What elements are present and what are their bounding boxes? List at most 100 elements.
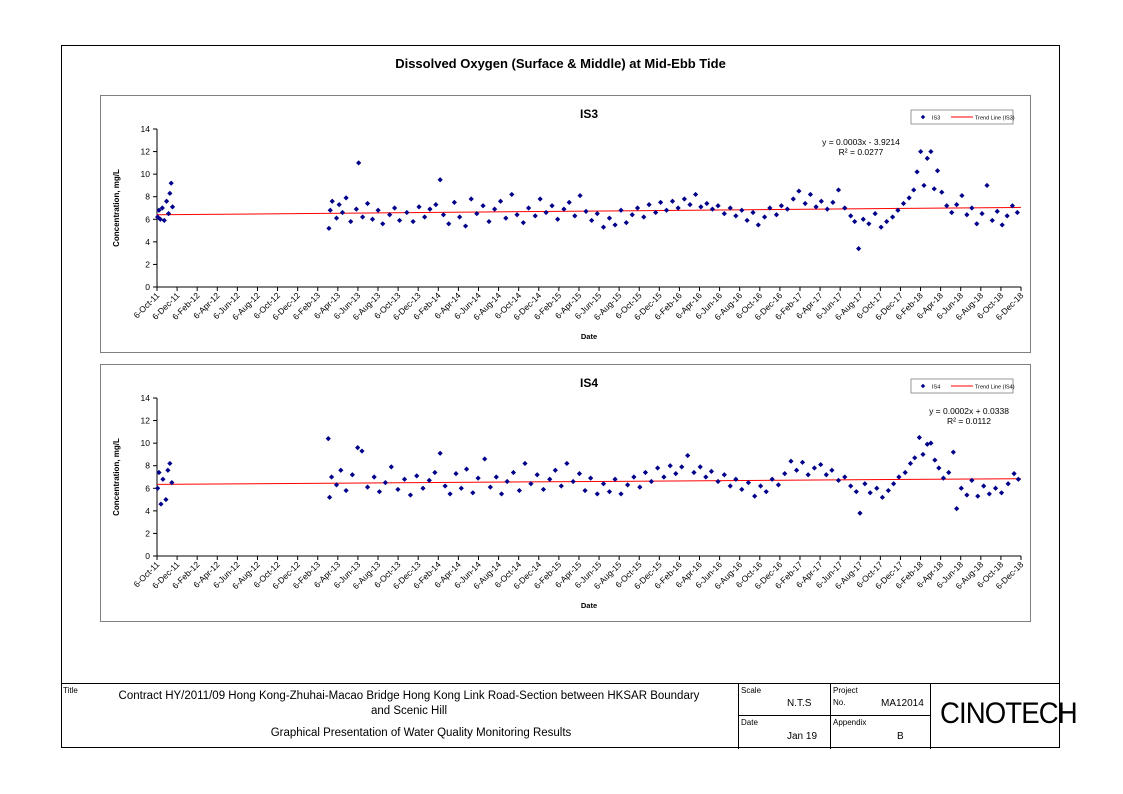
data-point — [916, 434, 922, 441]
data-point — [462, 223, 469, 229]
scale-value: N.T.S — [787, 698, 812, 709]
data-point — [487, 484, 493, 490]
data-point — [811, 465, 818, 471]
data-point — [410, 218, 416, 225]
data-point — [168, 180, 174, 186]
data-point — [799, 459, 806, 465]
project-title-line-1: Contract HY/2011/09 Hong Kong-Zhuhai-Mac… — [118, 690, 700, 702]
data-point — [497, 198, 504, 204]
data-point — [709, 206, 716, 212]
data-point — [782, 471, 788, 477]
data-point — [939, 189, 945, 195]
legend-marker — [920, 114, 926, 120]
data-point — [355, 445, 361, 451]
data-point — [655, 465, 661, 471]
data-point — [653, 209, 659, 216]
data-point — [371, 474, 377, 480]
data-point — [829, 467, 835, 473]
data-point — [852, 218, 858, 225]
data-point — [931, 186, 937, 192]
data-point — [360, 214, 366, 220]
data-point — [588, 475, 594, 481]
data-point — [687, 202, 693, 208]
project-title-line-2: and Scenic Hill — [370, 705, 448, 717]
data-point — [468, 196, 474, 202]
data-point — [339, 209, 346, 216]
data-point — [767, 205, 773, 211]
data-point — [576, 471, 583, 477]
data-point — [914, 169, 920, 175]
data-point — [503, 215, 509, 221]
data-point — [878, 224, 884, 230]
data-point — [950, 449, 956, 455]
data-point — [396, 217, 403, 224]
y-tick-label: 14 — [141, 124, 151, 134]
data-point — [509, 191, 515, 198]
data-point — [401, 476, 408, 482]
data-point — [333, 215, 340, 221]
y-axis-label: Concentration, mg/L — [112, 169, 121, 247]
data-point — [561, 206, 567, 212]
data-point — [447, 491, 453, 497]
data-point — [949, 209, 955, 216]
data-point — [842, 474, 848, 480]
data-point — [375, 207, 381, 213]
data-point — [906, 195, 912, 201]
data-point — [663, 207, 670, 213]
data-point — [395, 486, 401, 493]
data-point — [698, 204, 704, 210]
data-point — [572, 213, 578, 219]
data-point — [629, 212, 635, 218]
data-point — [589, 217, 595, 224]
data-point — [327, 207, 333, 213]
y-tick-label: 12 — [141, 416, 151, 426]
data-point — [818, 198, 824, 204]
data-point — [807, 191, 814, 198]
data-point — [896, 474, 902, 480]
data-point — [974, 221, 980, 227]
data-point — [954, 202, 960, 208]
data-point — [414, 473, 420, 479]
y-tick-label: 14 — [141, 393, 151, 403]
legend-label: IS3 — [932, 116, 940, 122]
data-point — [934, 168, 941, 174]
data-point — [793, 467, 800, 473]
data-point — [623, 220, 629, 226]
data-point — [704, 200, 710, 207]
data-point — [155, 485, 161, 491]
data-point — [750, 209, 756, 216]
data-point — [862, 481, 868, 487]
data-point — [685, 452, 691, 459]
chart-is4: IS4024681012146-Oct-116-Dec-116-Feb-126-… — [112, 376, 1026, 610]
data-point — [673, 471, 679, 477]
project-title: Contract HY/2011/09 Hong Kong-Zhuhai-Mac… — [81, 689, 737, 719]
data-point — [540, 486, 547, 493]
y-tick-label: 12 — [141, 147, 151, 157]
data-point — [928, 148, 934, 155]
data-point — [842, 205, 848, 211]
data-point — [407, 492, 414, 498]
data-point — [940, 475, 947, 481]
data-point — [853, 489, 859, 495]
data-point — [959, 192, 965, 199]
data-point — [697, 464, 703, 470]
data-point — [165, 211, 172, 217]
data-point — [727, 205, 733, 211]
data-point — [328, 474, 335, 480]
trend-equation: y = 0.0002x + 0.0338 — [929, 406, 1009, 416]
data-point — [646, 202, 652, 208]
y-tick-label: 0 — [145, 551, 150, 561]
data-point — [999, 222, 1005, 228]
data-point — [433, 202, 439, 208]
data-point — [642, 469, 649, 476]
data-point — [911, 187, 917, 193]
data-point — [739, 207, 745, 213]
data-point — [964, 492, 970, 498]
data-point — [594, 211, 600, 217]
data-point — [857, 510, 863, 516]
data-point — [924, 441, 930, 447]
data-point — [769, 476, 775, 482]
data-point — [936, 465, 942, 471]
data-point — [946, 469, 952, 476]
data-point — [169, 204, 176, 210]
